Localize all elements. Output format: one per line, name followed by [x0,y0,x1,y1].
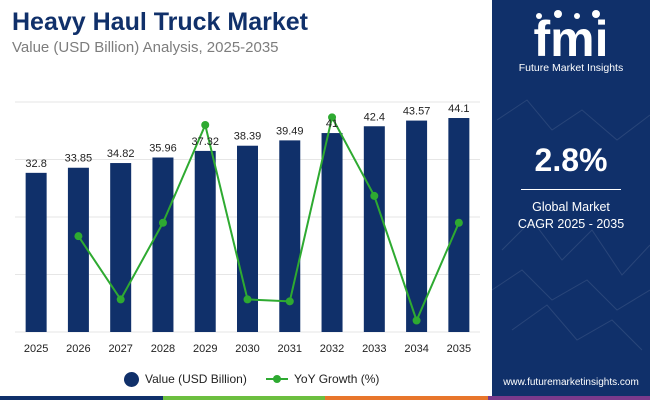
bar-value-label: 43.57 [403,106,431,118]
bar [363,126,385,333]
logo-ornament-icon [554,10,562,18]
bar [25,172,47,332]
yoy-growth-point [74,232,83,241]
logo-ornament-icon [574,13,580,19]
bar [194,150,216,332]
legend-line-swatch [266,373,288,385]
bar [110,163,132,332]
bar [321,133,343,332]
legend-item-value: Value (USD Billion) [124,369,247,389]
bar-value-label: 33.85 [65,153,93,165]
x-axis-ticks: 2025 2026 2027 2028 2029 2030 2031 2032 2033 2034… [24,343,471,355]
legend-item-growth: YoY Growth (%) [266,369,379,389]
bar [67,167,89,332]
yoy-growth-point [412,316,421,325]
x-tick-label: 2035 [447,343,471,355]
strip-segment-1 [0,396,163,400]
x-tick-label: 2027 [108,343,132,355]
strip-segment-4 [487,396,650,400]
yoy-growth-point [328,113,337,122]
x-tick-label: 2031 [278,343,302,355]
bar-value-label: 38.39 [234,131,262,143]
fmi-logo: fmi Future Market Insights [492,6,650,76]
line-series [74,113,463,325]
cagr-label-line2: CAGR 2025 - 2035 [517,217,625,231]
cagr-label-line1: Global Market [532,200,610,214]
bar-value-label: 44.1 [448,103,469,115]
x-tick-label: 2029 [193,343,217,355]
legend-bar-label: Value (USD Billion) [145,372,247,386]
side-panel: fmi Future Market Insights 2.8% Global M… [492,0,650,396]
x-tick-label: 2026 [66,343,90,355]
yoy-growth-point [201,121,210,129]
bottom-color-strip [0,396,650,400]
yoy-growth-point [158,218,167,227]
legend-bar-swatch [124,371,139,387]
bar-value-label: 35.96 [149,143,177,155]
bar [152,157,174,332]
logo-ornament-icon [536,13,542,19]
x-tick-label: 2028 [151,343,175,355]
bar [279,140,301,332]
fmi-logo-mark: fmi [534,10,609,67]
legend-line-label: YoY Growth (%) [294,372,380,386]
cagr-value: 2.8% [534,142,608,178]
strip-segment-2 [162,396,325,400]
yoy-growth-point [454,218,463,227]
brand-name: Future Market Insights [518,62,624,74]
website-link[interactable]: www.futuremarketinsights.com [503,377,639,388]
x-tick-label: 2033 [362,343,386,355]
x-tick-label: 2025 [24,343,48,355]
bar-value-label: 32.8 [25,158,46,170]
yoy-growth-line [77,116,460,322]
yoy-growth-point [243,295,252,304]
bar-value-label: 37.32 [191,136,219,148]
chart-legend: Value (USD Billion) YoY Growth (%) [0,369,490,389]
yoy-growth-point [285,297,294,306]
kpi-divider [521,189,621,190]
logo-ornament-icon [592,10,600,18]
strip-segment-3 [325,396,488,400]
x-tick-label: 2032 [320,343,344,355]
bar-value-label: 42.4 [364,111,385,123]
x-tick-label: 2030 [235,343,259,355]
yoy-growth-point [116,295,125,304]
bar-value-label: 41 [326,118,338,130]
chart-subtitle: Value (USD Billion) Analysis, 2025-2035 [12,39,279,56]
x-tick-label: 2034 [404,343,428,355]
fmi-logo-letters: fmi [534,11,609,62]
bar-value-labels: 32.8 33.85 34.82 35.96 37.32 38.39 39.49 41 42.4… [25,103,469,170]
bar [406,120,428,333]
bar-line-chart: 32.8 33.85 34.82 35.96 37.32 38.39 39.49 41 42.4… [15,101,480,355]
bar [237,145,258,332]
bar-value-label: 34.82 [107,148,135,160]
bar-value-label: 39.49 [276,125,304,137]
panel-texture [492,99,650,351]
yoy-growth-point [370,191,379,200]
chart-title: Heavy Haul Truck Market [12,8,308,36]
